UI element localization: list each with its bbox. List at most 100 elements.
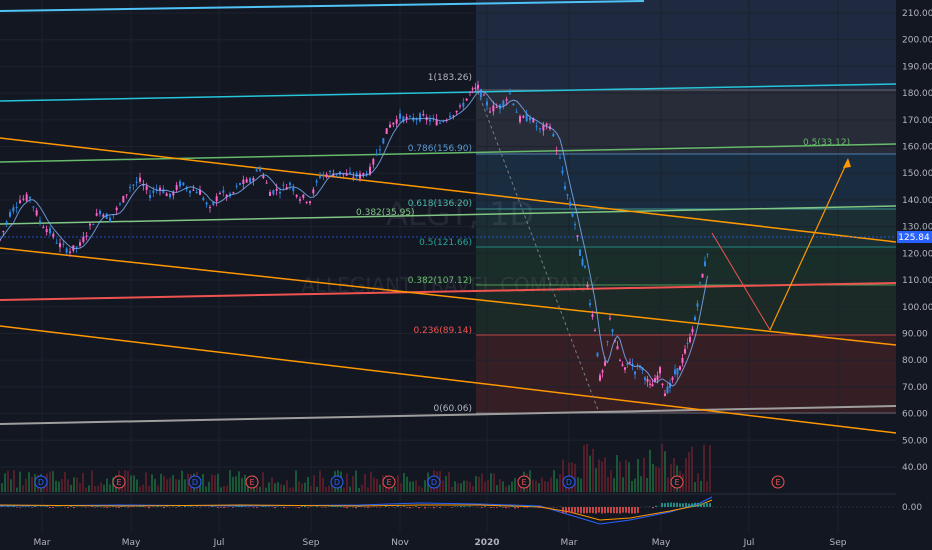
volume-bar [640, 476, 642, 492]
macd-bar [538, 507, 540, 509]
macd-bar [409, 507, 411, 509]
macd-bar [223, 507, 225, 508]
volume-bar [100, 482, 102, 492]
candle-body [509, 92, 511, 94]
channel-line-3[interactable] [0, 325, 897, 434]
dividend-marker[interactable] [34, 475, 48, 489]
price-tick: 170.00 [902, 116, 932, 126]
time-tick: Jul [743, 538, 755, 548]
fib-label-618: 0.618(136.20) [408, 199, 472, 209]
candle-body [581, 259, 584, 266]
projection-down[interactable] [711, 232, 771, 331]
candle-body [619, 359, 621, 361]
volume-bar [7, 470, 9, 492]
volume-bar [574, 463, 576, 492]
earnings-marker[interactable] [771, 475, 785, 489]
projection-up[interactable] [769, 159, 849, 331]
macd-bar [628, 507, 630, 514]
candle-body [185, 187, 188, 190]
candle-body [165, 193, 168, 197]
candle-body [335, 174, 338, 176]
earnings-marker[interactable] [112, 475, 126, 489]
candle-body [5, 221, 8, 223]
projection-arrowhead [843, 158, 851, 168]
candle-body [684, 349, 686, 354]
volume-bar [4, 473, 6, 492]
candle-body [82, 236, 85, 243]
candle-body [469, 91, 471, 93]
candle-body [109, 217, 111, 222]
dividend-marker[interactable] [562, 475, 576, 489]
macd-bar [355, 507, 357, 509]
candle-body [439, 122, 441, 124]
event-letter: D [192, 478, 198, 487]
trendline-green-mid[interactable] [0, 143, 897, 163]
volume-bar [130, 475, 132, 492]
volume-bar [697, 473, 699, 492]
macd-bar [661, 502, 663, 507]
trendline-teal-upper[interactable] [0, 83, 897, 102]
macd-bar [397, 506, 399, 507]
event-letter: E [775, 478, 780, 487]
volume-bar [691, 446, 693, 492]
macd-bar [142, 506, 144, 507]
dividend-marker[interactable] [427, 475, 441, 489]
last-price-badge [897, 231, 932, 243]
volume-bar [358, 487, 360, 492]
channel-line-1[interactable] [0, 137, 897, 243]
earnings-marker[interactable] [382, 475, 396, 489]
candle-body [372, 158, 375, 165]
candle-body [135, 181, 138, 184]
candle-body [282, 184, 285, 186]
macd-bar [13, 505, 15, 507]
candle-body [659, 367, 661, 374]
volume-bar [211, 474, 213, 492]
time-axis[interactable] [0, 532, 896, 550]
price-tick: 150.00 [902, 169, 932, 179]
dividend-marker[interactable] [330, 475, 344, 489]
price-tick: 130.00 [902, 223, 932, 233]
macd-bar [34, 505, 36, 507]
event-letter: D [566, 478, 572, 487]
candle-body [39, 220, 41, 223]
candle-body [591, 314, 594, 317]
volume-bar [688, 452, 690, 492]
volume-bar [175, 479, 177, 492]
earnings-marker[interactable] [245, 475, 259, 489]
candle-body [601, 370, 604, 373]
event-letter: D [38, 478, 44, 487]
macd-bar [703, 502, 705, 507]
candle-body [15, 206, 18, 208]
volume-bar [280, 484, 282, 492]
volume-bar [82, 472, 84, 492]
candle-body [62, 243, 65, 245]
fib-zone-0 [476, 335, 896, 413]
macd-bar [685, 502, 687, 507]
candle-body [604, 361, 606, 366]
macd-bar [46, 506, 48, 507]
trendline-green-lower[interactable] [0, 205, 897, 225]
channel-line-2[interactable] [0, 247, 897, 346]
volume-bar [625, 459, 627, 492]
trendline-red[interactable] [0, 282, 897, 301]
volume-bar [412, 481, 414, 492]
macd-bar [463, 506, 465, 507]
candle-body [422, 114, 425, 116]
volume-bar [88, 485, 90, 492]
volume-bar [547, 481, 549, 492]
price-axis[interactable] [896, 0, 932, 550]
price-tick: 190.00 [902, 62, 932, 72]
macd-bar [241, 506, 243, 507]
dividend-marker[interactable] [188, 475, 202, 489]
trendline-top-blue[interactable] [0, 0, 645, 12]
earnings-marker[interactable] [670, 475, 684, 489]
macd-bar [190, 506, 192, 507]
volume-bar [151, 474, 153, 492]
trendline-grey-bottom[interactable] [0, 405, 897, 425]
price-tick: 50.00 [902, 436, 928, 446]
macd-bar [496, 507, 498, 508]
earnings-marker[interactable] [517, 475, 531, 489]
candle-body [305, 201, 308, 203]
candle-body [634, 371, 636, 375]
